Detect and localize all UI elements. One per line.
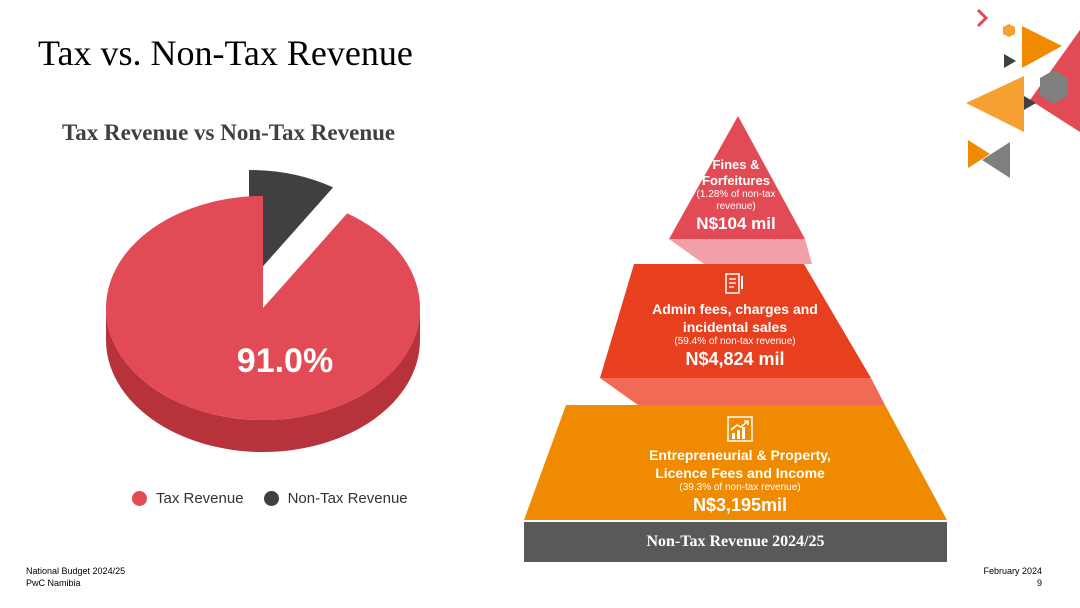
pyramid-tier-admin [600,264,871,378]
pyramid-tier-entrepreneurial [524,405,947,520]
legend-label-non-tax: Non-Tax Revenue [287,490,408,507]
pie-legend: Tax Revenue Non-Tax Revenue [132,490,428,507]
growth-chart-icon [727,416,753,442]
document-icon [725,273,743,294]
tier-admin-text: Admin fees, charges and incidental sales… [650,272,820,370]
pie-slice-tax-side [106,308,420,452]
pie-slice-non-tax [249,170,334,282]
tier-admin-value: N$4,824 mil [685,349,785,369]
footer-company-label: PwC Namibia [26,578,81,588]
pie-data-label-tax: 91.0% [236,342,334,380]
tier-entrepreneurial-value: N$3,195mil [692,495,788,515]
pyramid-connector-1 [669,239,812,264]
footer-budget-label: National Budget 2024/25 [26,566,126,576]
tier-entrepreneurial-share: (39.3% of non-tax revenue) [679,482,801,493]
pyramid-base-label: Non-Tax Revenue 2024/25 [524,522,947,562]
legend-swatch-non-tax [263,491,279,506]
legend-item-non-tax: Non-Tax Revenue [263,490,408,507]
footer-date: February 2024 [983,566,1042,576]
page-number: 9 [1036,578,1042,588]
tier-fines-text: Fines & Forfeitures (1.28% of non-tax re… [676,157,796,235]
pyramid-connector-2 [600,378,885,405]
tier-fines-share: (1.28% of non-tax revenue) [696,189,776,212]
legend-item-tax: Tax Revenue [132,490,244,507]
pie-chart-title: Tax Revenue vs Non-Tax Revenue [62,120,396,145]
pie-chart [106,170,421,452]
legend-swatch-tax [132,491,147,506]
legend-label-tax: Tax Revenue [156,490,244,507]
tier-fines-name: Fines & Forfeitures [702,157,770,188]
pyramid-tier-fines [669,116,805,239]
tier-admin-share: (59.4% of non-tax revenue) [674,336,796,347]
non-tax-pyramid [524,116,947,520]
slide-title: Tax vs. Non-Tax Revenue [38,33,413,73]
tier-entrepreneurial-text: Entrepreneurial & Property, Licence Fees… [630,416,850,516]
footer-right: February 2024 9 [983,565,1042,589]
pie-slice-tax [106,196,421,420]
tier-entrepreneurial-name: Entrepreneurial & Property, Licence Fees… [649,447,831,481]
tier-admin-name: Admin fees, charges and incidental sales [652,301,818,335]
tier-fines-value: N$104 mil [696,214,776,233]
footer-left: National Budget 2024/25 PwC Namibia [26,565,125,589]
